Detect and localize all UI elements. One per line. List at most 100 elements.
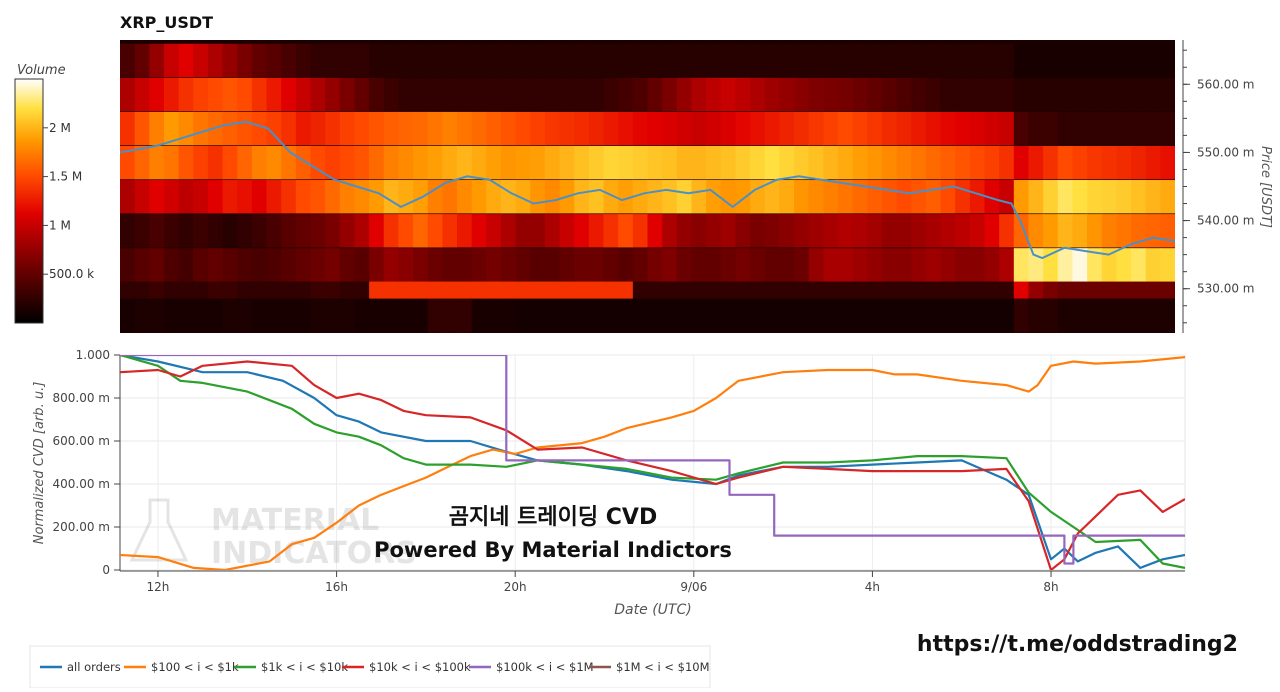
heatmap-cell (266, 248, 282, 282)
heatmap-cell (354, 43, 370, 78)
heatmap-cell (764, 248, 780, 282)
heatmap-cell (1013, 111, 1030, 146)
heatmap-cell (984, 43, 1000, 78)
heatmap-cell (588, 299, 605, 333)
heatmap-cell (969, 299, 986, 333)
heatmap-cell (1145, 214, 1161, 248)
heatmap-cell (999, 111, 1015, 146)
heatmap-cell (1087, 214, 1103, 248)
heatmap-cell (984, 111, 1000, 146)
heatmap-cell (281, 248, 297, 282)
heatmap-cell (794, 248, 810, 282)
heatmap-cell (969, 180, 986, 214)
heatmap-cell (852, 77, 868, 112)
heatmap-cell (1057, 77, 1074, 112)
heatmap-cell (867, 77, 883, 112)
heatmap-cell (764, 111, 780, 146)
heatmap-cell (325, 145, 341, 180)
heatmap-cell (120, 77, 136, 112)
heatmap-cell (969, 214, 986, 248)
heatmap-cell (1043, 111, 1059, 146)
heatmap-cell (149, 111, 165, 146)
heatmap-cell (662, 180, 678, 214)
heatmap-cell (706, 248, 722, 282)
x-axis-label: Date (UTC) (614, 602, 691, 618)
heatmap-cell (603, 111, 619, 146)
heatmap-cell (266, 77, 282, 112)
heatmap-cell (837, 145, 854, 180)
heatmap-cell (398, 77, 414, 112)
heatmap-cell (940, 77, 956, 112)
heatmap-cell (823, 77, 839, 112)
heatmap-cell (955, 299, 971, 333)
heatmap-cell (647, 180, 663, 214)
heatmap-cell (471, 111, 487, 146)
heatmap-cell (457, 145, 473, 180)
colorbar-tick-label: 1 M (49, 218, 71, 232)
heatmap-cell (1072, 214, 1088, 248)
heatmap-cell (354, 77, 370, 112)
heatmap-cell (1043, 214, 1059, 248)
heatmap-cell (588, 77, 605, 112)
heatmap-cell (339, 145, 356, 180)
heatmap-cell (134, 214, 150, 248)
heatmap-cell (925, 77, 942, 112)
heatmap-cell (544, 111, 561, 146)
heatmap-cell (339, 111, 356, 146)
heatmap-cell (837, 77, 854, 112)
heatmap-cell (1145, 180, 1161, 214)
price-axis-label: Price [USDT] (1258, 146, 1273, 228)
heatmap-cell (149, 299, 165, 333)
heatmap-cell (134, 299, 150, 333)
heatmap-cell (720, 111, 737, 146)
heatmap-cell (662, 299, 678, 333)
heatmap-cell (588, 111, 605, 146)
heatmap-cell (618, 77, 634, 112)
heatmap-cell (647, 214, 663, 248)
heatmap-cell (325, 180, 341, 214)
watermark-line1: MATERIAL (211, 503, 379, 538)
heatmap-cell (442, 248, 458, 282)
heatmap-cell (779, 43, 795, 78)
legend-label: $10k < i < $100k (369, 660, 471, 674)
heatmap-cell (603, 180, 619, 214)
heatmap-cell (500, 299, 517, 333)
heatmap-cell (1160, 111, 1175, 146)
heatmap-cell (867, 180, 883, 214)
heatmap-cell (1131, 111, 1147, 146)
heatmap-cell (676, 145, 693, 180)
heatmap-cell (471, 214, 487, 248)
heatmap-cell (574, 43, 590, 78)
heatmap-cell (618, 299, 634, 333)
heatmap-cell (574, 145, 590, 180)
heatmap-cell (691, 77, 707, 112)
heatmap-cell (1116, 111, 1132, 146)
heatmap-cell (207, 248, 224, 282)
heatmap-cell (647, 299, 663, 333)
heatmap-cell (295, 214, 312, 248)
heatmap-cell (911, 43, 927, 78)
heatmap-cell (325, 43, 341, 78)
heatmap-cell (413, 111, 429, 146)
heatmap-cell (735, 77, 751, 112)
heatmap-cell (574, 77, 590, 112)
heatmap-cell (178, 248, 194, 282)
heatmap-cell (574, 214, 590, 248)
legend-label: $1k < i < $10k (261, 660, 348, 674)
heatmap-cell (852, 214, 868, 248)
heatmap-cell (764, 299, 780, 333)
heatmap-cell (720, 77, 737, 112)
telegram-link[interactable]: https://t.me/oddstrading2 (917, 632, 1238, 657)
heatmap-cell (808, 214, 824, 248)
heatmap-cell (310, 214, 326, 248)
heatmap-cell (764, 214, 780, 248)
heatmap-cell (823, 248, 839, 282)
heatmap-cell (955, 248, 971, 282)
heatmap-cell (881, 111, 898, 146)
heatmap-cell (1057, 180, 1074, 214)
heatmap-cell (750, 299, 766, 333)
x-tick-label: 9/06 (680, 580, 707, 594)
heatmap-cell (515, 299, 531, 333)
heatmap-cell (808, 145, 824, 180)
heatmap-cell (120, 214, 136, 248)
